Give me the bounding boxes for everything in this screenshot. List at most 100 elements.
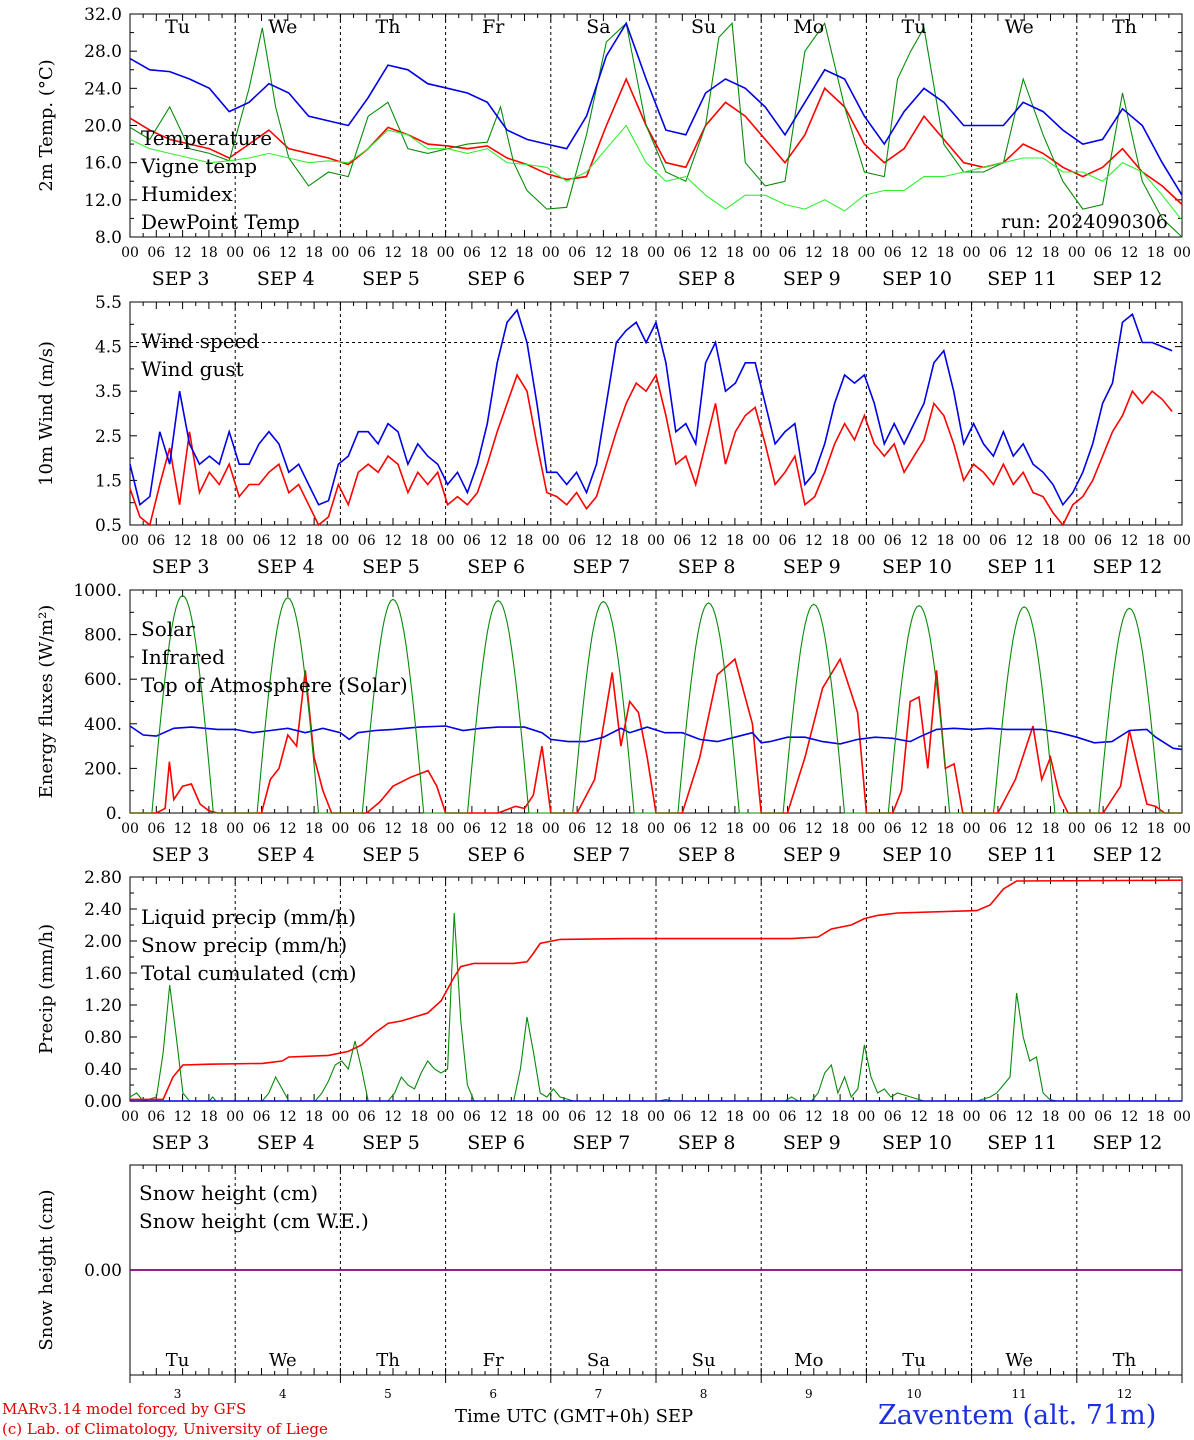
- energy-hour-label: 18: [726, 821, 744, 837]
- temperature-hour-label: 06: [779, 245, 797, 261]
- day-name-bottom: Th: [1113, 1350, 1137, 1371]
- temperature-hour-label: 18: [726, 245, 744, 261]
- wind-hour-label: 06: [989, 533, 1007, 549]
- precip-hour-label: 00: [857, 1109, 875, 1125]
- temperature-hour-label: 18: [200, 245, 218, 261]
- temperature-hour-label: 12: [174, 245, 192, 261]
- precip-hour-label: 06: [989, 1109, 1007, 1125]
- energy-hour-label: 12: [910, 821, 928, 837]
- energy-y-tick-label: 200.: [84, 759, 122, 779]
- precip-date-label: SEP 4: [257, 1132, 315, 1154]
- day-name-bottom: Th: [376, 1350, 400, 1371]
- panel-precip: [129, 876, 1183, 1102]
- wind-date-label: SEP 5: [362, 556, 420, 578]
- precip-hour-label: 18: [1147, 1109, 1165, 1125]
- day-number: 3: [174, 1387, 182, 1401]
- energy-hour-label: 00: [121, 821, 139, 837]
- wind-hour-label: 06: [1094, 533, 1112, 549]
- temperature-hour-label: 00: [331, 245, 349, 261]
- precip-hour-label: 06: [253, 1109, 271, 1125]
- wind-series-wind-gust: [129, 308, 1173, 507]
- temperature-date-label: SEP 6: [467, 268, 525, 290]
- precip-hour-label: 00: [1173, 1109, 1191, 1125]
- precip-hour-label: 06: [884, 1109, 902, 1125]
- day-name-top: Fr: [482, 16, 505, 38]
- precip-series-liquid-precip-mm-h-: [129, 912, 1057, 1102]
- temperature-hour-label: 00: [1068, 245, 1086, 261]
- precip-hour-label: 12: [174, 1109, 192, 1125]
- temperature-y-tick-label: 20.0: [84, 117, 122, 137]
- precip-legend-entry: Total cumulated (cm): [141, 961, 357, 985]
- energy-y-tick-label: 600.: [84, 670, 122, 690]
- temperature-date-label: SEP 4: [257, 268, 315, 290]
- temperature-date-label: SEP 11: [987, 268, 1057, 290]
- day-name-top: Sa: [586, 16, 610, 38]
- precip-hour-label: 18: [726, 1109, 744, 1125]
- wind-hour-label: 00: [1173, 533, 1191, 549]
- energy-hour-label: 12: [384, 821, 402, 837]
- wind-hour-label: 06: [884, 533, 902, 549]
- temperature-hour-label: 00: [963, 245, 981, 261]
- precip-date-label: SEP 8: [678, 1132, 736, 1154]
- day-number: 8: [700, 1387, 708, 1401]
- precip-hour-label: 12: [700, 1109, 718, 1125]
- temperature-y-tick-label: 16.0: [84, 154, 122, 174]
- wind-hour-label: 12: [700, 533, 718, 549]
- temperature-hour-label: 12: [910, 245, 928, 261]
- energy-y-tick-label: 0.: [106, 804, 122, 824]
- precip-hour-label: 18: [200, 1109, 218, 1125]
- energy-date-label: SEP 12: [1092, 844, 1162, 866]
- energy-series-top-of-atmosphere-solar-: [130, 594, 1182, 814]
- energy-date-label: SEP 6: [467, 844, 525, 866]
- station-label: Zaventem (alt. 71m): [878, 1400, 1157, 1431]
- temperature-hour-label: 06: [568, 245, 586, 261]
- energy-hour-label: 00: [226, 821, 244, 837]
- temperature-hour-label: 06: [463, 245, 481, 261]
- wind-date-label: SEP 10: [882, 556, 952, 578]
- energy-hour-label: 06: [253, 821, 271, 837]
- energy-hour-label: 00: [647, 821, 665, 837]
- energy-date-label: SEP 10: [882, 844, 952, 866]
- precip-date-label: SEP 9: [783, 1132, 841, 1154]
- energy-hour-label: 00: [331, 821, 349, 837]
- temperature-hour-label: 06: [673, 245, 691, 261]
- precip-hour-label: 18: [305, 1109, 323, 1125]
- wind-date-label: SEP 7: [572, 556, 630, 578]
- precip-hour-label: 06: [1094, 1109, 1112, 1125]
- wind-y-tick-label: 4.5: [95, 338, 122, 358]
- wind-hour-label: 00: [857, 533, 875, 549]
- wind-hour-label: 00: [331, 533, 349, 549]
- wind-date-label: SEP 4: [257, 556, 315, 578]
- energy-hour-label: 00: [857, 821, 875, 837]
- energy-hour-label: 18: [936, 821, 954, 837]
- wind-date-label: SEP 12: [1092, 556, 1162, 578]
- wind-hour-label: 00: [963, 533, 981, 549]
- wind-hour-label: 18: [305, 533, 323, 549]
- energy-hour-label: 18: [410, 821, 428, 837]
- day-name-top: Th: [1112, 16, 1137, 38]
- day-number: 12: [1117, 1387, 1132, 1401]
- precip-hour-label: 18: [831, 1109, 849, 1125]
- precip-hour-label: 00: [121, 1109, 139, 1125]
- energy-legend-entry: Solar: [141, 617, 195, 641]
- temperature-hour-label: 12: [279, 245, 297, 261]
- precip-y-tick-label: 0.00: [84, 1092, 122, 1112]
- precip-y-tick-label: 2.00: [84, 932, 122, 952]
- precip-date-label: SEP 12: [1092, 1132, 1162, 1154]
- temperature-series-dewpoint-temp: [129, 124, 1183, 221]
- energy-date-label: SEP 5: [362, 844, 420, 866]
- energy-hour-label: 06: [147, 821, 165, 837]
- energy-hour-label: 12: [279, 821, 297, 837]
- wind-hour-label: 06: [779, 533, 797, 549]
- precip-hour-label: 00: [1068, 1109, 1086, 1125]
- temperature-hour-label: 18: [1147, 245, 1165, 261]
- day-name-top: Tu: [902, 16, 927, 38]
- day-name-bottom: Mo: [794, 1350, 823, 1371]
- temperature-date-label: SEP 9: [783, 268, 841, 290]
- wind-hour-label: 12: [1120, 533, 1138, 549]
- precip-hour-label: 00: [752, 1109, 770, 1125]
- precip-hour-label: 06: [147, 1109, 165, 1125]
- temperature-hour-label: 12: [805, 245, 823, 261]
- temperature-hour-label: 18: [516, 245, 534, 261]
- energy-hour-label: 06: [884, 821, 902, 837]
